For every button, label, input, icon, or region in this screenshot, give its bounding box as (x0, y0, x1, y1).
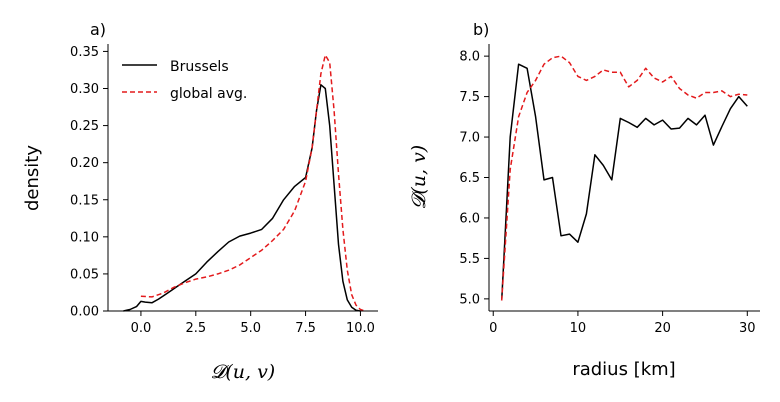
panel-b-label: b) (473, 20, 489, 39)
y-tick-label: 7.5 (459, 90, 480, 105)
y-tick-label: 8.0 (459, 50, 480, 65)
panel-b-series (500, 55, 748, 301)
x-tick-label: 0.0 (131, 321, 152, 336)
panel-b-x-ticks: 0 10 20 30 (489, 311, 756, 336)
series-line-global-avg (500, 55, 748, 301)
panel-a-x-ticks: 0.0 2.5 5.0 7.5 10.0 (131, 311, 375, 336)
series-line-brussels (500, 63, 748, 301)
series-line-global-avg (140, 54, 366, 312)
x-tick-label: 10 (570, 321, 587, 336)
x-tick-label: 30 (739, 321, 756, 336)
x-tick-label: 5.0 (240, 321, 261, 336)
panel-a-y-axis-label: density (22, 145, 43, 211)
panel-a-y-ticks: 0.00 0.05 0.10 0.15 0.20 0.25 0.30 0.35 (70, 45, 108, 320)
y-tick-label: 0.15 (70, 193, 99, 208)
y-tick-label: 7.0 (459, 131, 480, 146)
panel-a-label: a) (90, 20, 106, 39)
legend-label-global-avg: global avg. (170, 86, 247, 102)
panel-b-y-axis-label: 𝓓(u, v) (408, 145, 430, 209)
panel-b-x-axis-label: radius [km] (572, 359, 675, 380)
panel-a-series (123, 54, 366, 312)
x-tick-label: 20 (654, 321, 671, 336)
y-tick-label: 0.20 (70, 156, 99, 171)
y-tick-label: 0.00 (70, 305, 99, 320)
panel-a-x-axis-label: 𝓓(u, v) (211, 361, 275, 383)
panel-a-legend: Brussels global avg. (122, 59, 247, 102)
x-tick-label: 2.5 (185, 321, 206, 336)
panel-a-density: a) 0.0 2.5 5.0 7.5 10.0 0.00 0.05 0.10 0.15 0.20… (22, 20, 378, 383)
y-tick-label: 0.35 (70, 45, 99, 60)
y-tick-label: 5.5 (459, 252, 480, 267)
panel-b-radius: b) 0 10 20 30 5.0 5.5 6.0 6.5 7.0 7.5 8.0 radius … (408, 20, 760, 380)
y-tick-label: 6.5 (459, 171, 480, 186)
y-tick-label: 6.0 (459, 211, 480, 226)
y-tick-label: 0.25 (70, 119, 99, 134)
panel-b-y-ticks: 5.0 5.5 6.0 6.5 7.0 7.5 8.0 (459, 50, 489, 307)
x-tick-label: 0 (489, 321, 497, 336)
series-line-brussels (123, 84, 361, 312)
x-tick-label: 7.5 (295, 321, 316, 336)
legend-label-brussels: Brussels (170, 59, 229, 75)
x-tick-label: 10.0 (346, 321, 375, 336)
y-tick-label: 5.0 (459, 292, 480, 307)
y-tick-label: 0.10 (70, 230, 99, 245)
y-tick-label: 0.30 (70, 82, 99, 97)
y-tick-label: 0.05 (70, 267, 99, 282)
